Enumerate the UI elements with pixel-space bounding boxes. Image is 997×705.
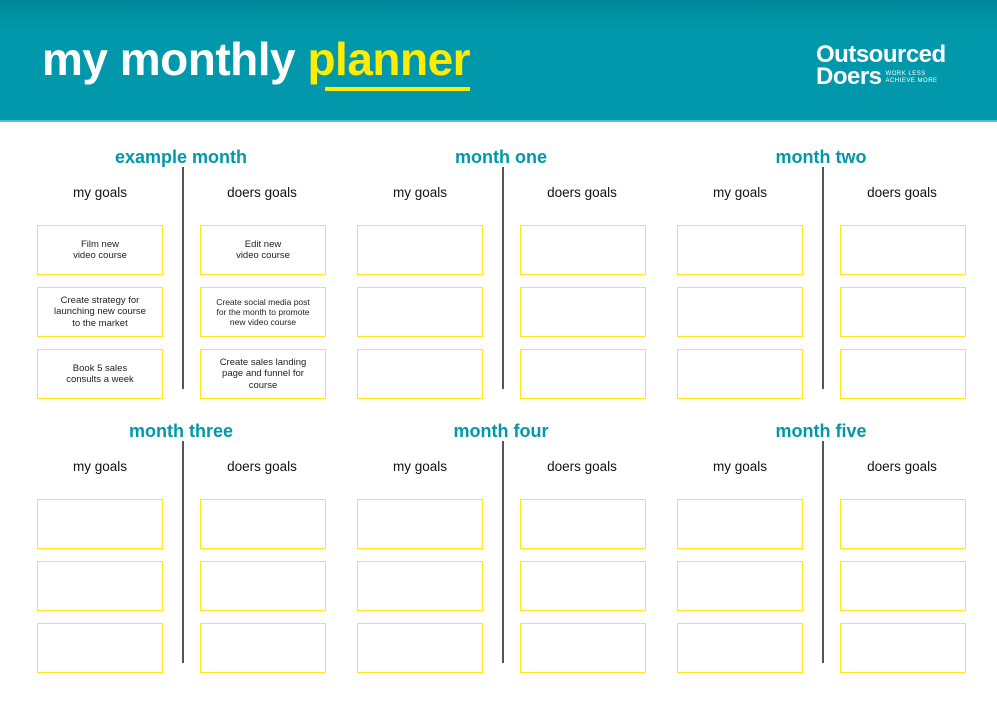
my-goals-heading: my goals [392,185,448,200]
logo-tagline: WORK LESS ACHIEVE MORE [886,71,938,85]
logo-tagline2: ACHIEVE MORE [885,78,938,84]
my-goals-heading: my goals [392,459,448,474]
doers-goal-box[interactable] [200,623,326,673]
my-goal-box[interactable] [357,287,483,337]
doers-goal-box[interactable] [840,499,966,549]
my-goal-box[interactable]: Create strategy for launching new course… [37,287,163,337]
doers-goal-box[interactable] [840,287,966,337]
my-goal-box[interactable] [677,225,803,275]
doers-goals-heading: doers goals [867,185,937,200]
doers-goal-box[interactable] [840,349,966,399]
doers-goal-box[interactable] [840,225,966,275]
doers-goal-box[interactable] [520,349,646,399]
logo-line1: Outsourced [816,41,946,68]
my-goal-box[interactable] [37,499,163,549]
logo-tagline1: WORK LESS [885,71,926,77]
doers-goal-box[interactable]: Create social media post for the month t… [200,287,326,337]
doers-goal-box[interactable] [520,499,646,549]
my-goal-box[interactable] [677,287,803,337]
doers-goal-box[interactable]: Edit new video course [200,225,326,275]
title-text: my monthly [42,33,308,85]
column-divider [502,441,504,663]
title-highlight: planner [307,33,471,85]
header-banner: my monthly planner Outsourced Doers WORK … [0,0,997,122]
doers-goal-box[interactable] [840,561,966,611]
my-goals-heading: my goals [72,459,128,474]
logo-line2: Doers [816,63,882,90]
month-section: month five my goals doers goals [660,421,980,701]
month-title: month one [455,147,547,167]
doers-goal-box[interactable] [520,561,646,611]
my-goal-box[interactable] [37,623,163,673]
month-title: month five [775,421,867,441]
my-goal-box[interactable] [677,623,803,673]
doers-goal-box[interactable] [840,623,966,673]
outsourced-doers-logo: Outsourced Doers WORK LESS ACHIEVE MORE [816,41,946,90]
month-title: month three [128,421,233,441]
doers-goals-heading: doers goals [867,459,937,474]
my-goals-heading: my goals [712,185,768,200]
month-section: month two my goals doers goals [660,147,980,427]
page-title: my monthly planner [42,32,471,86]
doers-goal-box[interactable] [520,225,646,275]
month-section: example month my goals doers goals Film new… [20,147,340,427]
my-goal-box[interactable] [357,225,483,275]
doers-goal-box[interactable] [200,499,326,549]
my-goal-box[interactable] [357,349,483,399]
column-divider [822,441,824,663]
month-title: example month [114,147,248,167]
my-goal-box[interactable]: Film new video course [37,225,163,275]
my-goal-box[interactable] [357,623,483,673]
doers-goals-heading: doers goals [547,459,617,474]
doers-goals-heading: doers goals [227,185,297,200]
my-goal-box[interactable] [677,561,803,611]
my-goal-box[interactable] [357,561,483,611]
column-divider [502,167,504,389]
doers-goal-box[interactable] [520,623,646,673]
doers-goal-box[interactable]: Create sales landing page and funnel for… [200,349,326,399]
column-divider [182,167,184,389]
my-goal-box[interactable] [677,349,803,399]
doers-goal-box[interactable] [200,561,326,611]
my-goals-heading: my goals [712,459,768,474]
my-goals-heading: my goals [72,185,128,200]
month-section: month three my goals doers goals [20,421,340,701]
doers-goal-box[interactable] [520,287,646,337]
my-goal-box[interactable] [357,499,483,549]
doers-goals-heading: doers goals [547,185,617,200]
my-goal-box[interactable] [677,499,803,549]
month-title: month four [453,421,549,441]
doers-goals-heading: doers goals [227,459,297,474]
month-section: month four my goals doers goals [340,421,660,701]
my-goal-box[interactable] [37,561,163,611]
my-goal-box[interactable]: Book 5 sales consults a week [37,349,163,399]
column-divider [182,441,184,663]
month-title: month two [775,147,867,167]
month-section: month one my goals doers goals [340,147,660,427]
column-divider [822,167,824,389]
